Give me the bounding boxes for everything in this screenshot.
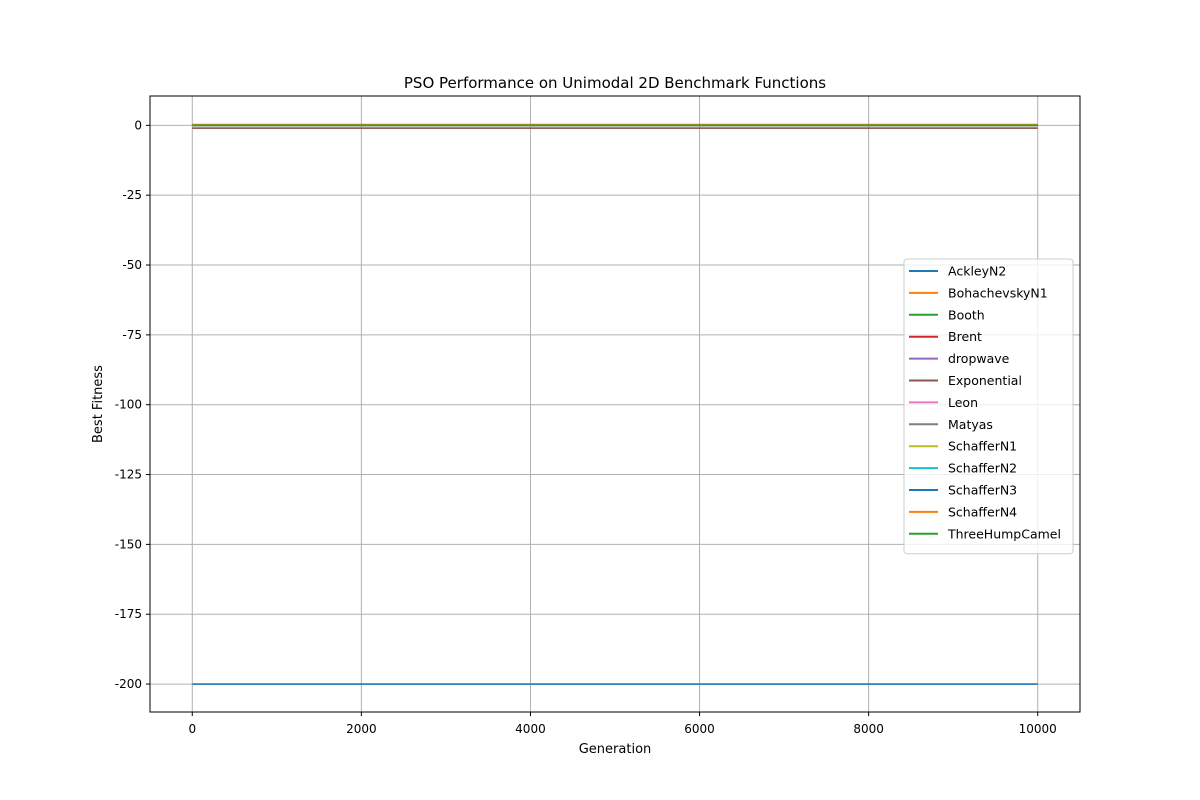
- legend-box: [903, 258, 1074, 555]
- y-tick-label: -175: [115, 607, 142, 621]
- x-tick-label: 6000: [684, 722, 715, 736]
- legend-label-matyas: Matyas: [948, 417, 993, 432]
- chart-title: PSO Performance on Unimodal 2D Benchmark…: [404, 74, 826, 92]
- y-tick-label: -150: [115, 537, 142, 551]
- legend-label-threehumpcamel: ThreeHumpCamel: [947, 526, 1061, 541]
- legend-label-schaffern1: SchafferN1: [948, 439, 1017, 454]
- y-tick-label: -125: [115, 468, 142, 482]
- x-axis-label: Generation: [579, 742, 652, 757]
- y-tick-label: -200: [115, 677, 142, 691]
- y-axis-ticks: 0 -25 -50 -75 -100 -125 -150 -175 -200: [115, 118, 150, 691]
- legend-label-schaffern4: SchafferN4: [948, 504, 1017, 519]
- legend: AckleyN2 BohachevskyN1 Booth Brent dropwave E…: [903, 258, 1074, 555]
- legend-label-bohachevskyn1: BohachevskyN1: [948, 285, 1048, 300]
- y-tick-label: -75: [122, 328, 142, 342]
- plot-frame: [149, 95, 1081, 713]
- x-tick-label: 10000: [1019, 722, 1057, 736]
- y-tick-label: -25: [122, 188, 142, 202]
- legend-label-schaffern3: SchafferN3: [948, 483, 1017, 498]
- legend-label-dropwave: dropwave: [948, 351, 1010, 366]
- y-axis-label: Best Fitness: [91, 365, 106, 443]
- series-group: [192, 123, 1038, 685]
- x-tick-label: 0: [188, 722, 196, 736]
- y-tick-label: -50: [122, 258, 142, 272]
- legend-label-ackleyn2: AckleyN2: [948, 264, 1006, 279]
- legend-label-leon: Leon: [948, 395, 978, 410]
- legend-label-booth: Booth: [948, 307, 985, 322]
- y-tick-label: -100: [115, 398, 142, 412]
- x-tick-label: 4000: [515, 722, 546, 736]
- x-axis-ticks: 0 2000 4000 6000 8000 10000: [188, 712, 1057, 736]
- x-tick-label: 8000: [853, 722, 884, 736]
- legend-label-exponential: Exponential: [948, 373, 1022, 388]
- y-tick-label: 0: [134, 118, 142, 132]
- legend-label-brent: Brent: [948, 329, 982, 344]
- legend-label-schaffern2: SchafferN2: [948, 461, 1017, 476]
- x-tick-label: 2000: [346, 722, 377, 736]
